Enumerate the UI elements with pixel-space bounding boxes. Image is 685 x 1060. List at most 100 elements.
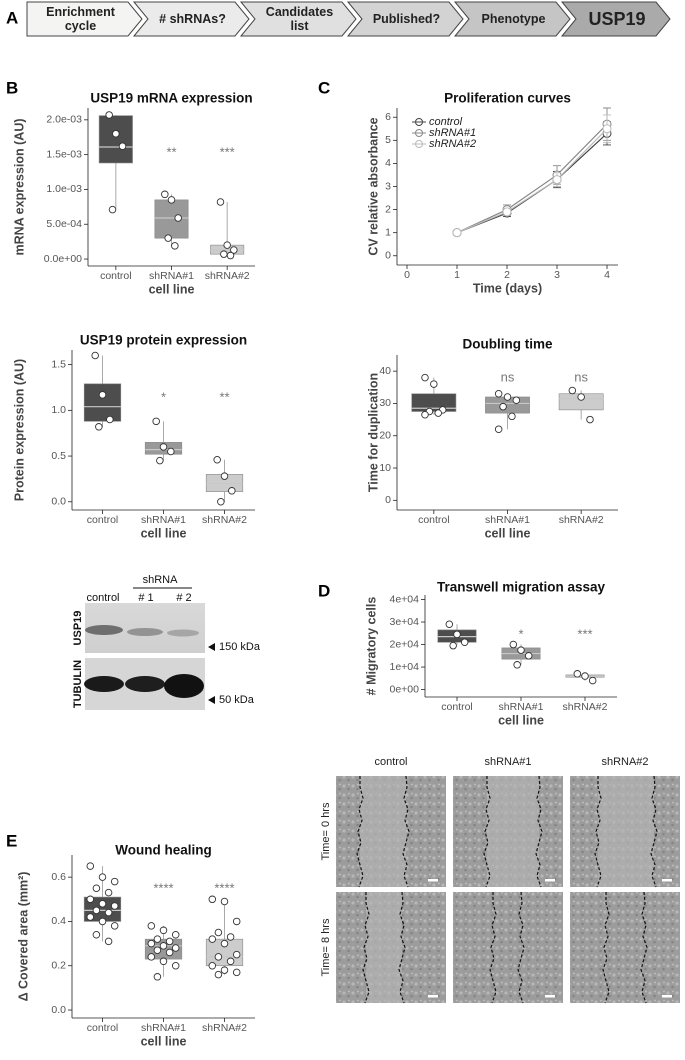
data-point	[213, 455, 221, 464]
y-tick-label: 0e+00	[390, 683, 420, 695]
scale-bar	[428, 995, 438, 998]
wound-edge	[398, 891, 406, 1004]
y-tick-label: 0.0	[51, 496, 66, 508]
wound-edge	[483, 776, 491, 888]
data-point	[573, 670, 582, 678]
data-point	[226, 957, 235, 966]
data-point	[86, 862, 95, 870]
x-tick-label: control	[441, 701, 473, 713]
y-tick-label: 20	[379, 430, 391, 442]
x-tick-label: control	[87, 1022, 119, 1034]
data-point	[152, 417, 160, 426]
data-point	[174, 214, 182, 222]
data-point	[421, 410, 429, 419]
panel-label: B	[6, 78, 18, 97]
wound-gap	[366, 892, 402, 1003]
data-point	[104, 888, 113, 897]
x-tick-label: control	[418, 514, 450, 526]
significance: ****	[153, 880, 173, 895]
data-point	[430, 380, 438, 388]
chart-title: Proliferation curves	[444, 91, 571, 106]
band	[164, 674, 204, 698]
data-point	[98, 873, 107, 881]
data-point	[223, 241, 231, 249]
data-point	[228, 487, 236, 495]
data-point	[147, 939, 156, 948]
significance: **	[219, 389, 229, 404]
data-point	[460, 638, 469, 647]
data-point	[104, 937, 113, 946]
row-label: TUBULIN	[72, 660, 84, 708]
data-point	[524, 652, 533, 660]
y-axis-label: # Migratory cells	[364, 597, 378, 696]
y-tick-label: 1.5	[51, 358, 66, 370]
significance: *	[518, 626, 523, 641]
data-point	[159, 957, 168, 966]
y-axis-label: Protein expression (AU)	[12, 359, 26, 501]
data-point	[552, 175, 562, 185]
data-point	[568, 386, 577, 395]
scale-bar	[545, 879, 555, 882]
data-point	[164, 234, 172, 242]
x-tick-label: control	[100, 270, 132, 282]
y-tick-label: 4e+04	[390, 593, 420, 605]
data-point	[232, 950, 241, 959]
group-label: shRNA	[143, 574, 179, 586]
x-tick-label: shRNA#2	[563, 701, 608, 713]
data-point	[602, 124, 612, 134]
box	[83, 383, 122, 422]
data-point	[230, 246, 238, 254]
wound-edge	[517, 891, 525, 1004]
data-point	[171, 961, 180, 970]
micrograph	[570, 892, 680, 1003]
data-point	[220, 966, 229, 974]
marker-label: 150 kDa	[219, 641, 261, 653]
y-tick-label: 1	[385, 226, 391, 238]
data-point	[214, 953, 223, 961]
data-point	[165, 948, 174, 957]
legend-label: shRNA#1	[429, 127, 476, 139]
data-point	[118, 142, 127, 151]
workflow-step-label: Candidates list	[265, 5, 334, 33]
series-line	[456, 123, 608, 234]
data-point	[171, 930, 180, 939]
wound-edge	[640, 891, 648, 1004]
legend-label: control	[429, 116, 463, 128]
data-point	[512, 396, 521, 404]
data-point	[110, 877, 119, 886]
y-tick-label: 0.2	[51, 960, 66, 972]
y-tick-label: 0.0	[51, 1004, 66, 1016]
data-point	[499, 402, 507, 411]
wound-gap	[487, 776, 539, 887]
data-point	[98, 391, 107, 399]
workflow-step	[239, 1, 357, 37]
panel-label: A	[6, 8, 18, 27]
wound-gap	[360, 776, 406, 887]
data-point	[159, 942, 168, 950]
x-tick-label: control	[87, 514, 119, 526]
box	[154, 199, 189, 239]
data-point	[95, 423, 103, 431]
workflow-step	[453, 1, 571, 37]
workflow-step	[346, 1, 464, 37]
data-point	[226, 933, 235, 941]
column-label: control	[374, 756, 407, 768]
data-point	[232, 968, 241, 977]
data-point	[226, 251, 235, 260]
row-label: USP19	[72, 611, 84, 646]
marker-arrow	[208, 696, 215, 704]
y-tick-label: 1.0	[51, 404, 66, 416]
data-point	[147, 922, 156, 930]
row-label: Time= 0 hrs	[320, 802, 332, 860]
workflow-step	[560, 1, 671, 37]
data-point	[208, 961, 217, 970]
data-point	[86, 895, 95, 904]
column-label: shRNA#1	[484, 756, 531, 768]
data-point	[220, 939, 229, 948]
x-tick-label: 1	[454, 269, 460, 281]
scale-bar	[662, 879, 672, 882]
wound-edge	[650, 775, 658, 888]
x-tick-label: shRNA#1	[141, 514, 186, 526]
wound-edge	[362, 892, 370, 1004]
